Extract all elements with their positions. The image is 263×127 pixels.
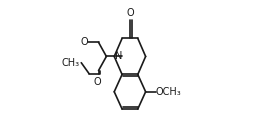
Text: OCH₃: OCH₃ bbox=[156, 87, 181, 97]
Text: O: O bbox=[81, 37, 88, 47]
Text: N: N bbox=[115, 51, 122, 61]
Text: CH₃: CH₃ bbox=[62, 58, 80, 68]
Text: O: O bbox=[126, 8, 134, 18]
Text: O: O bbox=[94, 77, 102, 87]
